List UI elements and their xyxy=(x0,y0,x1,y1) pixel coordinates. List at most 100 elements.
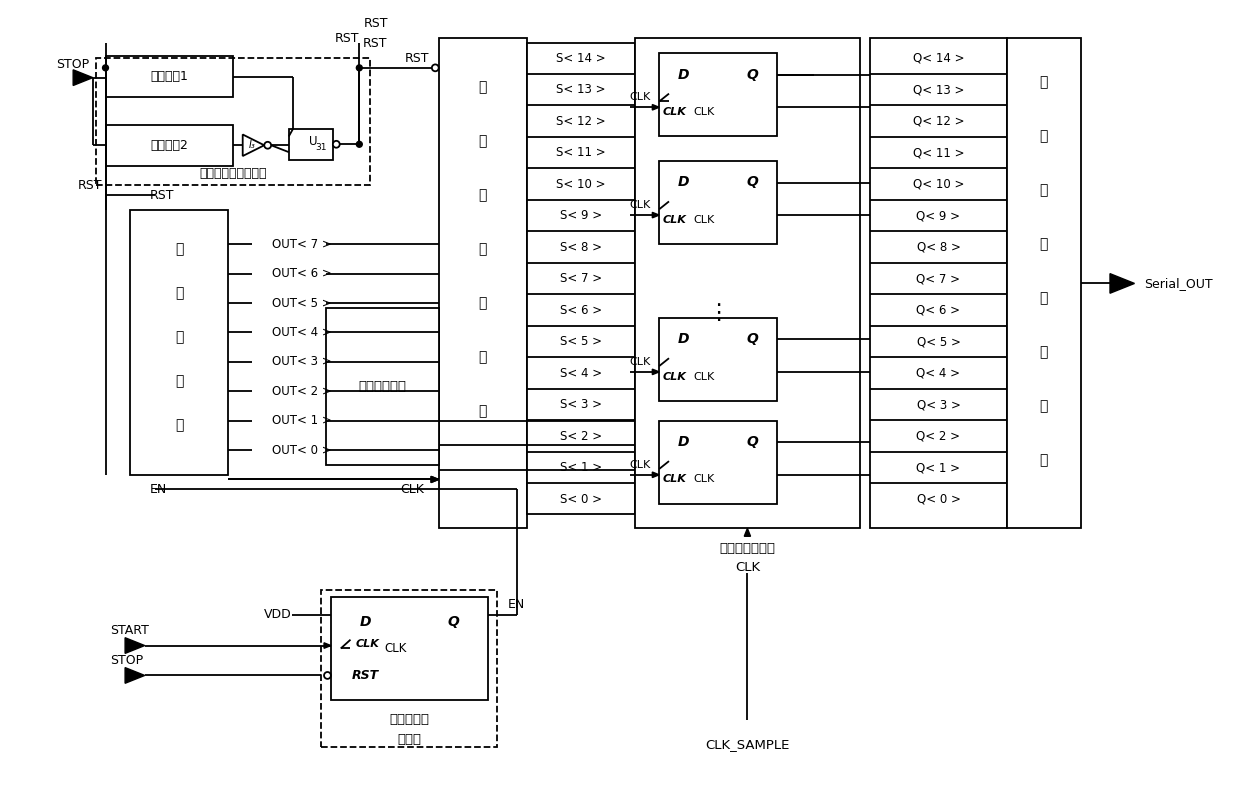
Text: CLK: CLK xyxy=(693,372,714,381)
Circle shape xyxy=(324,672,331,679)
Polygon shape xyxy=(324,643,331,648)
Text: CLK: CLK xyxy=(356,638,379,649)
Text: 器: 器 xyxy=(479,296,487,310)
Bar xyxy=(527,44,635,513)
Text: S< 3 >: S< 3 > xyxy=(559,398,601,411)
Text: EN: EN xyxy=(150,483,167,496)
Text: Serial_OUT: Serial_OUT xyxy=(1145,277,1213,290)
Text: OUT< 6 >: OUT< 6 > xyxy=(272,267,331,280)
Polygon shape xyxy=(125,638,145,654)
Polygon shape xyxy=(744,529,750,536)
Circle shape xyxy=(103,65,108,71)
Text: S< 7 >: S< 7 > xyxy=(559,272,601,285)
Text: S< 13 >: S< 13 > xyxy=(556,83,605,96)
Text: CLK: CLK xyxy=(693,475,714,484)
Polygon shape xyxy=(652,105,660,110)
Bar xyxy=(289,129,332,160)
Text: 据: 据 xyxy=(1039,237,1048,251)
Text: S< 4 >: S< 4 > xyxy=(559,367,601,380)
Text: RST: RST xyxy=(365,17,388,31)
Text: OUT< 0 >: OUT< 0 > xyxy=(272,443,331,456)
Text: Q< 8 >: Q< 8 > xyxy=(916,240,961,254)
Text: I₃: I₃ xyxy=(249,140,255,150)
Text: 振: 振 xyxy=(175,330,184,344)
Text: Q< 14 >: Q< 14 > xyxy=(913,52,965,64)
Text: RST: RST xyxy=(150,189,174,202)
Text: Q< 4 >: Q< 4 > xyxy=(916,367,961,380)
Text: S< 0 >: S< 0 > xyxy=(559,492,601,505)
Text: CLK: CLK xyxy=(735,561,760,574)
Polygon shape xyxy=(652,212,660,218)
Bar xyxy=(439,39,527,529)
Bar xyxy=(660,53,776,136)
Bar xyxy=(1007,39,1080,529)
Text: CLK: CLK xyxy=(384,642,407,655)
Text: 延时单元2: 延时单元2 xyxy=(150,139,188,152)
Text: OUT< 3 >: OUT< 3 > xyxy=(272,355,331,368)
Text: S< 8 >: S< 8 > xyxy=(559,240,601,254)
Text: Q: Q xyxy=(746,332,758,347)
Text: OUT< 5 >: OUT< 5 > xyxy=(272,297,331,310)
Text: 位: 位 xyxy=(479,135,487,148)
Text: RST: RST xyxy=(362,37,387,50)
Text: S< 11 >: S< 11 > xyxy=(556,146,605,159)
Bar xyxy=(95,58,370,185)
Text: Q< 10 >: Q< 10 > xyxy=(913,177,965,190)
Text: Q< 7 >: Q< 7 > xyxy=(916,272,961,285)
Text: STOP: STOP xyxy=(57,58,89,72)
Text: 形: 形 xyxy=(175,286,184,301)
Text: Q< 1 >: Q< 1 > xyxy=(916,461,961,474)
Bar xyxy=(660,318,776,401)
Text: 寄存器阵列电路: 寄存器阵列电路 xyxy=(719,542,775,555)
Text: D: D xyxy=(678,176,689,189)
Bar xyxy=(635,39,861,529)
Text: S< 10 >: S< 10 > xyxy=(556,177,605,190)
Text: VDD: VDD xyxy=(264,609,291,621)
Text: OUT< 4 >: OUT< 4 > xyxy=(272,326,331,339)
Text: 环: 环 xyxy=(175,242,184,256)
Text: Q< 3 >: Q< 3 > xyxy=(916,398,961,411)
Text: Q< 13 >: Q< 13 > xyxy=(913,83,965,96)
Text: CLK: CLK xyxy=(693,214,714,225)
Bar xyxy=(105,56,233,98)
Text: Q< 0 >: Q< 0 > xyxy=(916,492,961,505)
Text: 延时单元1: 延时单元1 xyxy=(150,70,188,83)
Text: Q: Q xyxy=(448,614,459,629)
Text: Q< 11 >: Q< 11 > xyxy=(913,146,965,159)
Text: S< 1 >: S< 1 > xyxy=(559,461,601,474)
Text: D: D xyxy=(678,435,689,449)
Text: 门控信号产: 门控信号产 xyxy=(389,713,429,726)
Bar xyxy=(660,161,776,244)
Text: 单稳态脉冲产生电路: 单稳态脉冲产生电路 xyxy=(200,167,267,181)
Text: EN: EN xyxy=(507,598,525,612)
Text: U: U xyxy=(309,135,317,147)
Text: Q< 9 >: Q< 9 > xyxy=(916,209,961,222)
Text: S< 5 >: S< 5 > xyxy=(559,335,601,348)
Circle shape xyxy=(332,141,340,147)
Text: 路: 路 xyxy=(479,404,487,418)
Text: CLK: CLK xyxy=(401,483,424,496)
Text: CLK: CLK xyxy=(662,475,686,484)
Text: 电: 电 xyxy=(1039,399,1048,413)
Text: OUT< 1 >: OUT< 1 > xyxy=(272,414,331,427)
Text: RST: RST xyxy=(352,669,378,682)
Text: Q< 5 >: Q< 5 > xyxy=(916,335,961,348)
Polygon shape xyxy=(432,476,439,482)
Bar xyxy=(870,39,1007,529)
Polygon shape xyxy=(125,667,145,683)
Text: 生电路: 生电路 xyxy=(397,733,422,746)
Text: RST: RST xyxy=(404,52,429,64)
Text: CLK: CLK xyxy=(629,460,650,470)
Text: D: D xyxy=(360,614,371,629)
Text: S< 2 >: S< 2 > xyxy=(559,430,601,442)
Text: 31: 31 xyxy=(315,143,326,152)
Polygon shape xyxy=(1110,274,1135,293)
Circle shape xyxy=(264,142,272,148)
Text: S< 9 >: S< 9 > xyxy=(559,209,601,222)
Text: CLK: CLK xyxy=(662,214,686,225)
Text: 串: 串 xyxy=(1039,76,1048,89)
Text: S< 6 >: S< 6 > xyxy=(559,304,601,317)
Text: Q: Q xyxy=(746,68,758,81)
Text: S< 12 >: S< 12 > xyxy=(556,114,605,127)
Text: Q< 2 >: Q< 2 > xyxy=(916,430,961,442)
